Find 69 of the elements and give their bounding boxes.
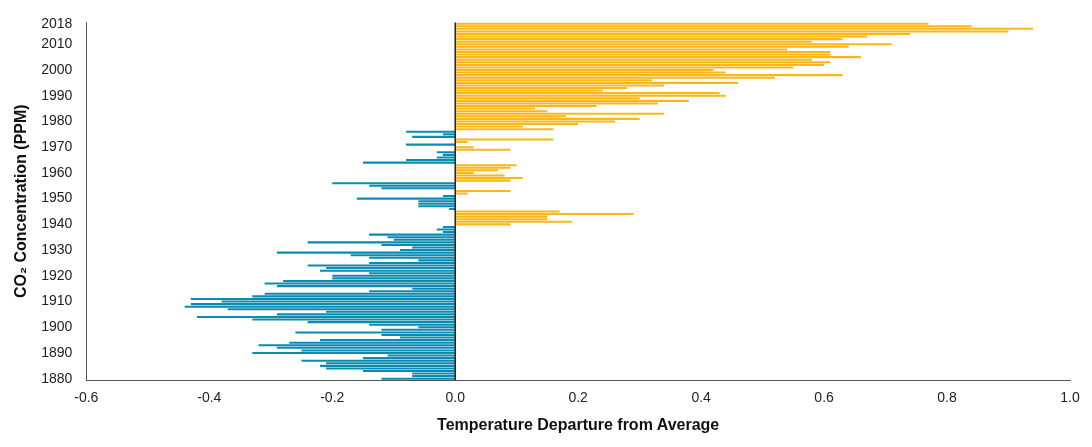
bar: [455, 177, 523, 180]
y-tick-label: 1960: [41, 163, 73, 180]
bar: [418, 205, 456, 208]
y-tick-label: 1890: [41, 343, 73, 360]
bar: [301, 359, 456, 362]
bar: [455, 148, 511, 151]
bar: [455, 117, 640, 120]
y-tick-label: 1940: [41, 215, 73, 232]
bar: [406, 130, 456, 133]
bar: [455, 138, 554, 141]
x-tick-label: 0.4: [691, 389, 712, 406]
bar: [307, 241, 456, 244]
y-tick-label: 2018: [41, 14, 73, 31]
y-tick-label: 1900: [41, 318, 73, 335]
bar: [455, 43, 892, 46]
bar: [264, 282, 456, 285]
bar: [455, 74, 843, 77]
y-tick-label: 1910: [41, 292, 73, 309]
y-tick-label: 1980: [41, 112, 73, 129]
y-tick-label: 2010: [41, 35, 73, 52]
bar: [436, 228, 456, 231]
y-tick-label: 1920: [41, 266, 73, 283]
x-tick-label: 1.0: [1060, 389, 1080, 406]
bar: [412, 135, 456, 138]
bar: [455, 81, 739, 84]
y-axis-title: CO₂ Concentration (PPM): [12, 104, 30, 299]
bar: [455, 213, 634, 216]
bar: [455, 112, 665, 115]
bar: [455, 189, 511, 192]
bar: [276, 251, 456, 254]
bar: [190, 297, 456, 300]
y-tick-label: 1930: [41, 240, 73, 257]
bar: [455, 164, 517, 167]
y-tick-label: 1950: [41, 189, 73, 206]
bar: [197, 315, 456, 318]
bar: [406, 143, 456, 146]
x-tick-label: 0.2: [568, 389, 589, 406]
x-tick-label: 0.6: [814, 389, 835, 406]
x-tick-label: 0.0: [445, 389, 466, 406]
bar: [455, 94, 726, 97]
bar: [252, 351, 456, 355]
bar: [307, 264, 456, 267]
bar: [258, 344, 456, 347]
bar: [455, 61, 831, 64]
bar: [455, 220, 573, 223]
bar: [295, 331, 456, 334]
bar: [319, 269, 456, 272]
bar: [381, 377, 456, 380]
x-tick-label: -0.2: [320, 389, 345, 406]
x-axis-title: Temperature Departure from Average: [437, 415, 720, 433]
bar: [184, 305, 456, 308]
bar: [319, 364, 456, 367]
bar: [356, 197, 456, 200]
y-tick-label: 1990: [41, 86, 73, 103]
y-tick-label: 1880: [41, 369, 73, 386]
x-tick-label: -0.6: [74, 389, 99, 406]
bar: [455, 128, 554, 131]
bar: [332, 274, 456, 277]
bar: [332, 182, 456, 185]
bar: [455, 27, 1034, 30]
bar: [455, 99, 689, 102]
bar: [455, 50, 831, 54]
bar: [363, 161, 456, 164]
y-tick-label: 2000: [41, 60, 73, 77]
bar: [369, 233, 456, 236]
x-tick-label: -0.4: [197, 389, 222, 406]
y-tick-label: 1970: [41, 138, 73, 155]
bar: [455, 56, 861, 59]
x-tick-label: 0.8: [937, 389, 957, 406]
